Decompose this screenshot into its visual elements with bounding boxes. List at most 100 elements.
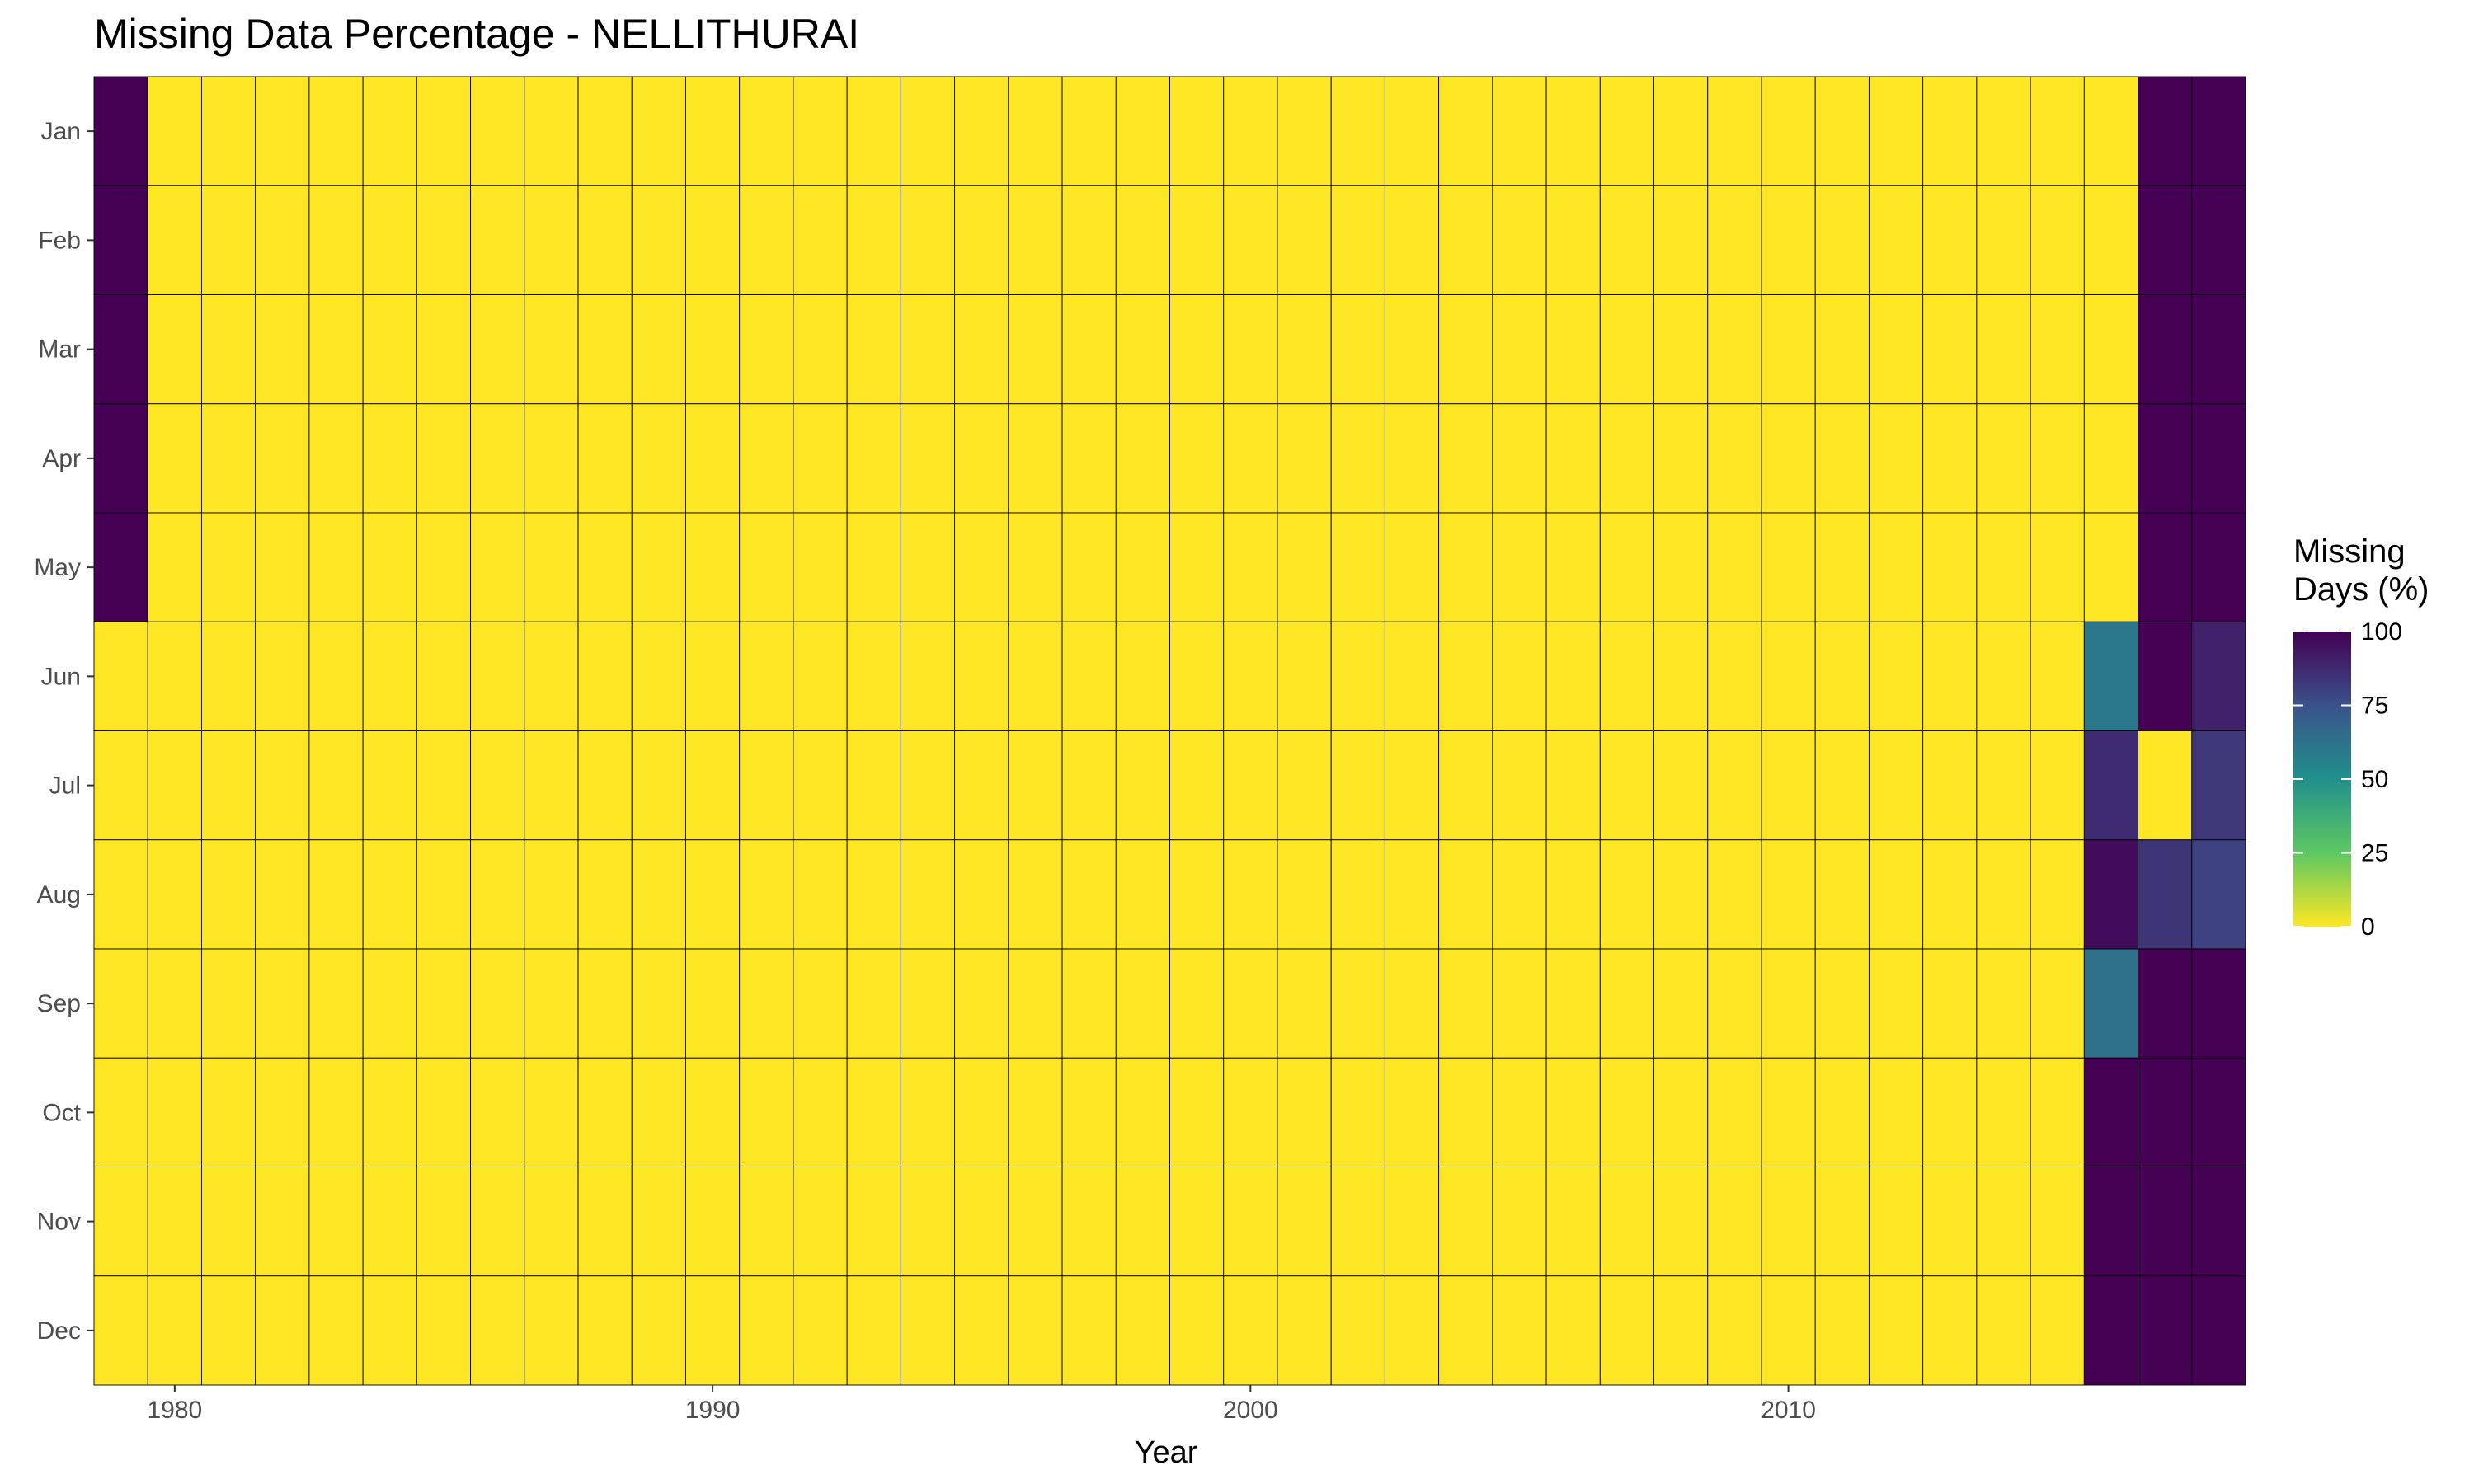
heatmap-cell (1115, 1275, 1170, 1386)
heatmap-cell (470, 512, 525, 622)
heatmap-cell (1599, 185, 1654, 295)
heatmap-cell (1761, 76, 1816, 186)
heatmap-cell (308, 512, 364, 622)
heatmap-cell (93, 730, 148, 841)
heatmap-cell (954, 76, 1009, 186)
heatmap-cell (2138, 1057, 2193, 1167)
y-tick-label: Jul (49, 773, 81, 800)
heatmap-cell (1492, 1275, 1547, 1386)
heatmap-cell (739, 1167, 794, 1277)
heatmap-cell (255, 730, 310, 841)
heatmap-cell (577, 403, 633, 514)
heatmap-cell (1761, 948, 1816, 1059)
heatmap-cell (1814, 403, 1870, 514)
heatmap-cell (846, 403, 901, 514)
heatmap-cell (577, 1057, 633, 1167)
heatmap-cell (1814, 294, 1870, 405)
heatmap-cell (900, 948, 956, 1059)
heatmap-cell (1868, 948, 1924, 1059)
y-tick-label: May (34, 554, 81, 581)
heatmap-cell (470, 185, 525, 295)
heatmap-cell (900, 185, 956, 295)
heatmap-cell (900, 294, 956, 405)
heatmap-cell (900, 621, 956, 731)
heatmap-cell (1814, 512, 1870, 622)
heatmap-cell (416, 76, 472, 186)
heatmap-cell (1438, 76, 1493, 186)
heatmap-cell (793, 76, 848, 186)
heatmap-cell (147, 730, 202, 841)
heatmap-cell (631, 403, 686, 514)
heatmap-cell (1707, 185, 1762, 295)
heatmap-cell (1653, 1057, 1709, 1167)
heatmap-cell (308, 948, 364, 1059)
heatmap-cell (846, 621, 901, 731)
heatmap-cell (2138, 730, 2193, 841)
heatmap-cell (1599, 839, 1654, 950)
heatmap-cell (1599, 294, 1654, 405)
heatmap-cell (1976, 948, 2031, 1059)
heatmap-cell (846, 294, 901, 405)
heatmap-cell (524, 839, 579, 950)
heatmap-cell (1223, 730, 1278, 841)
heatmap-cell (1169, 512, 1225, 622)
heatmap-cell (1277, 403, 1332, 514)
heatmap-cell (362, 76, 417, 186)
heatmap-cell (846, 185, 901, 295)
heatmap-cell (2191, 948, 2246, 1059)
heatmap-cell (846, 839, 901, 950)
heatmap-cell (1384, 403, 1440, 514)
heatmap-cell (1922, 621, 1978, 731)
legend-title-line-1: Missing (2293, 533, 2406, 570)
heatmap-cell (1599, 76, 1654, 186)
heatmap-cell (2030, 948, 2085, 1059)
heatmap-cell (1115, 1057, 1170, 1167)
heatmap-cell (1330, 1275, 1385, 1386)
heatmap-cell (1492, 1167, 1547, 1277)
heatmap-cell (1438, 512, 1493, 622)
heatmap-cell (200, 403, 256, 514)
heatmap-cell (1061, 839, 1117, 950)
heatmap-cell (739, 1275, 794, 1386)
heatmap-cell (685, 1057, 741, 1167)
heatmap-cell (954, 839, 1009, 950)
heatmap-cell (1545, 621, 1601, 731)
heatmap-cell (147, 1057, 202, 1167)
heatmap-cell (1707, 621, 1762, 731)
heatmap-cell (685, 403, 741, 514)
heatmap-cell (900, 839, 956, 950)
heatmap-cell (1653, 294, 1709, 405)
heatmap-cell (147, 1275, 202, 1386)
heatmap-cell (200, 512, 256, 622)
heatmap-cell (524, 294, 579, 405)
heatmap-cell (1922, 839, 1978, 950)
heatmap-cell (200, 1275, 256, 1386)
heatmap-cell (1653, 1275, 1709, 1386)
heatmap-cell (1438, 948, 1493, 1059)
heatmap-cell (416, 621, 472, 731)
heatmap-cell (954, 730, 1009, 841)
heatmap-cell (1169, 1057, 1225, 1167)
heatmap-cell (308, 403, 364, 514)
heatmap-cell (954, 1167, 1009, 1277)
heatmap-cell (2138, 839, 2193, 950)
heatmap-cell (793, 1167, 848, 1277)
heatmap-cell (1330, 1057, 1385, 1167)
heatmap-cell (1061, 185, 1117, 295)
heatmap-cell (2083, 839, 2138, 950)
heatmap-cell (524, 403, 579, 514)
heatmap-cell (1330, 185, 1385, 295)
heatmap-cell (147, 948, 202, 1059)
heatmap-cell (93, 76, 148, 186)
heatmap-cell (1761, 1167, 1816, 1277)
heatmap-cell (93, 839, 148, 950)
y-axis: Jan Feb Mar Apr May Jun Jul Aug Sep Oct Nov Dec (34, 118, 94, 1345)
heatmap-cell (1438, 839, 1493, 950)
heatmap-cell (255, 621, 310, 731)
heatmap-cell (1384, 512, 1440, 622)
heatmap-cell (1976, 403, 2031, 514)
heatmap-cell (362, 621, 417, 731)
heatmap-cell (631, 730, 686, 841)
heatmap-cell (308, 185, 364, 295)
heatmap-cell (1438, 1057, 1493, 1167)
